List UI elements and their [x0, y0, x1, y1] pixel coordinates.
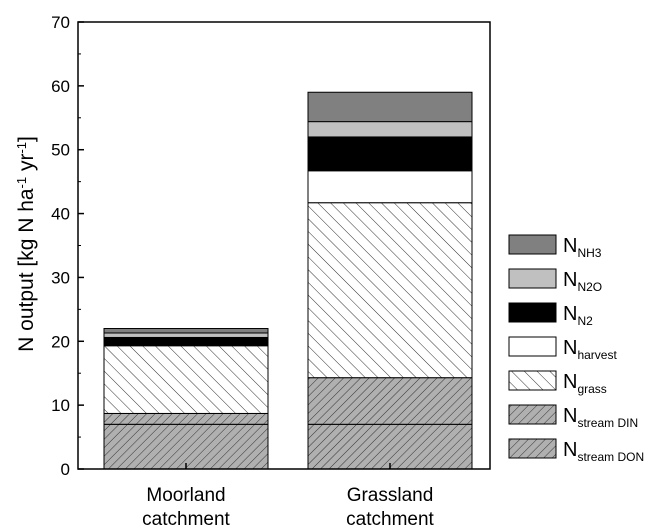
bar-segment	[307, 423, 473, 470]
bars	[103, 91, 473, 470]
legend-label: Nstream DON	[563, 439, 644, 464]
legend-swatch	[508, 234, 557, 255]
plot-frame	[77, 21, 491, 470]
x-axis: Moorland catchment Grassland catchment	[142, 463, 435, 529]
y-tick-label: 20	[51, 332, 70, 351]
bar-segment	[103, 336, 269, 347]
legend: NNH3 NN2O NN2 Nharvest Ngrass Nstream DIN Nstr…	[508, 234, 644, 464]
bar-segment	[103, 332, 269, 338]
bar-segment	[103, 412, 269, 425]
y-tick-label: 0	[61, 460, 70, 479]
y-tick-label: 70	[51, 13, 70, 32]
bar-segment	[307, 136, 473, 172]
legend-swatch	[508, 302, 557, 323]
legend-label: Nharvest	[563, 337, 617, 362]
bar-segment	[307, 121, 473, 138]
y-tick-label: 30	[51, 268, 70, 287]
bar-segment	[307, 91, 473, 123]
y-tick-label: 40	[51, 205, 70, 224]
bar-segment	[103, 328, 269, 334]
bar-segment	[307, 377, 473, 425]
legend-label: NN2O	[563, 269, 602, 294]
legend-swatch	[508, 370, 557, 391]
legend-label: NN2	[563, 303, 593, 328]
y-tick-label: 50	[51, 141, 70, 160]
legend-label: Ngrass	[563, 371, 607, 396]
y-axis: 0 10 20 30 40 50 60 70	[51, 13, 84, 479]
legend-swatch	[508, 438, 557, 459]
bar-segment	[307, 202, 473, 379]
legend-swatch	[508, 404, 557, 425]
x-tick-label: catchment	[346, 509, 434, 529]
bar-segment	[307, 170, 473, 204]
legend-swatch	[508, 268, 557, 289]
legend-swatch	[508, 336, 557, 357]
x-tick-label: Grassland	[347, 485, 434, 506]
x-tick-label: catchment	[142, 509, 230, 529]
y-tick-label: 60	[51, 77, 70, 96]
y-axis-label: N output [kg N ha-1 yr-1]	[14, 136, 39, 352]
svg-text:N output [kg N ha-1 yr-1]: N output [kg N ha-1 yr-1]	[14, 136, 39, 352]
legend-label: Nstream DIN	[563, 405, 638, 430]
x-tick-label: Moorland	[146, 485, 225, 506]
y-tick-label: 10	[51, 396, 70, 415]
bar-segment	[103, 423, 269, 470]
bar-segment	[103, 345, 269, 414]
legend-label: NNH3	[563, 235, 602, 260]
